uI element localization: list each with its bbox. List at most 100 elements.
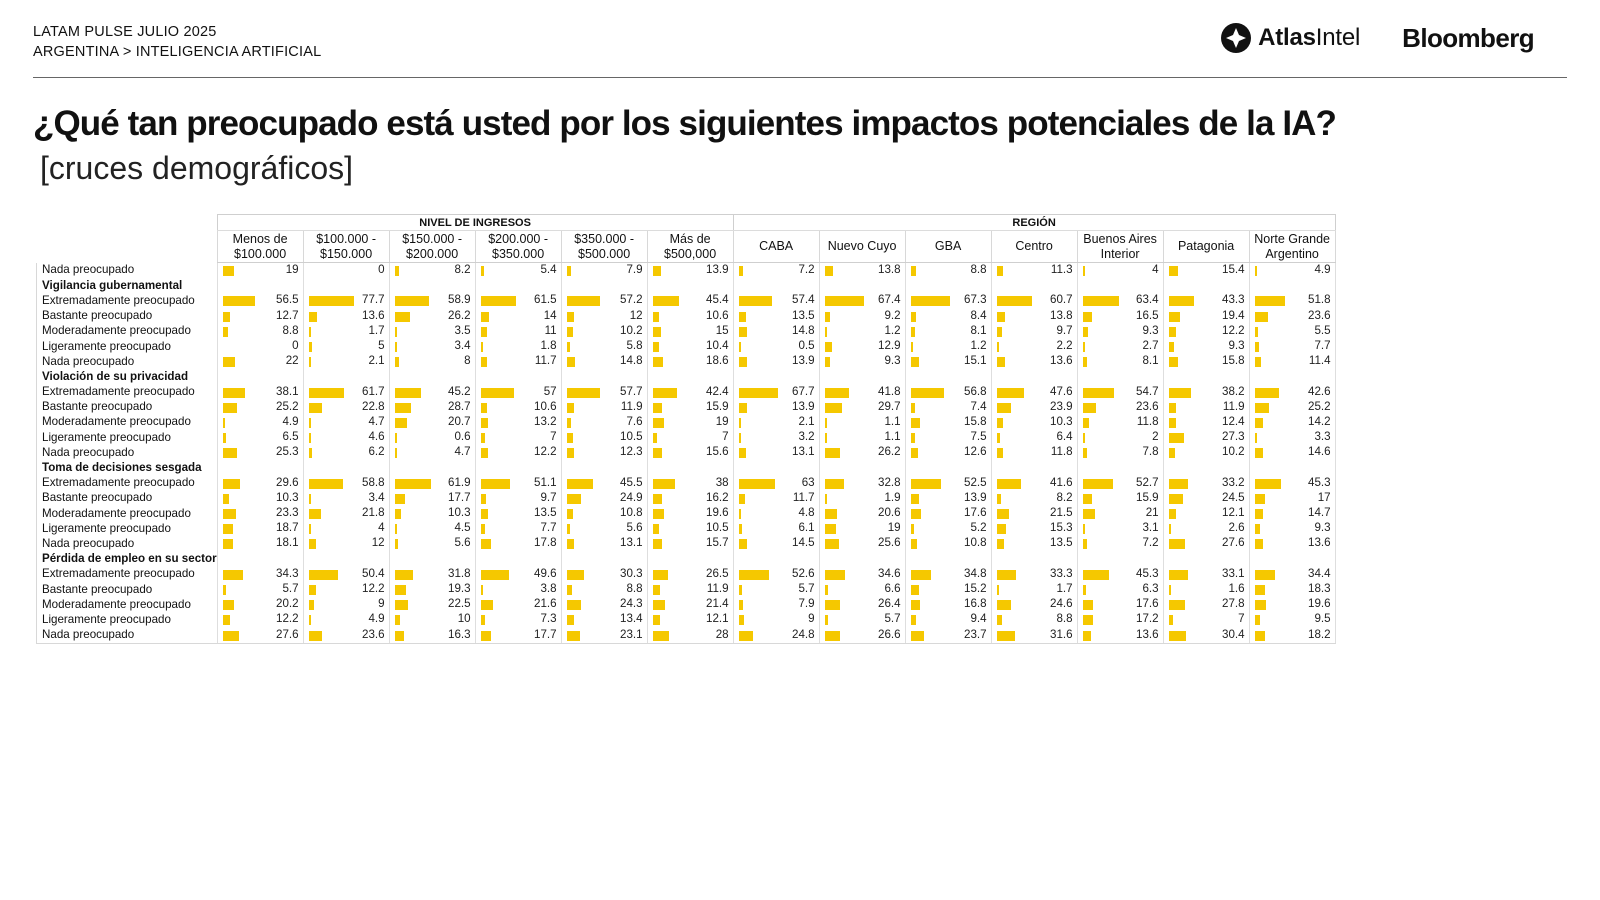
value-bar xyxy=(566,524,570,535)
value-bar xyxy=(910,539,917,550)
value-bar xyxy=(1082,357,1088,368)
data-cell: 2.2 xyxy=(990,338,1078,355)
value-bar xyxy=(824,493,827,504)
value-bar xyxy=(566,600,581,611)
data-cell: 17.6 xyxy=(1076,597,1164,613)
empty-cell xyxy=(1076,460,1164,476)
data-cell: 67.3 xyxy=(904,293,992,309)
value-bar xyxy=(910,600,921,611)
value-bar xyxy=(1254,266,1258,276)
data-cell: 33.1 xyxy=(1162,566,1250,582)
data-cell: 17.6 xyxy=(904,506,992,522)
value-label: 8.2 xyxy=(454,263,471,276)
value-label: 23.6 xyxy=(1308,308,1331,322)
data-cell: 13.9 xyxy=(732,399,820,415)
data-cell: 10.3 xyxy=(990,414,1078,431)
row-label: Bastante preocupado xyxy=(36,399,218,415)
empty-cell xyxy=(904,369,992,385)
value-label: 10.3 xyxy=(1050,414,1073,428)
value-label: 9 xyxy=(808,612,815,626)
value-bar xyxy=(652,311,659,322)
data-cell: 3.5 xyxy=(388,323,476,339)
value-bar xyxy=(1254,296,1285,307)
value-label: 67.7 xyxy=(792,384,815,398)
value-bar xyxy=(738,326,748,337)
data-cell: 8.4 xyxy=(904,308,992,324)
value-bar xyxy=(910,615,917,626)
column-header-line: GBA xyxy=(934,239,962,253)
value-label: 15.9 xyxy=(1136,490,1159,504)
column-header-line: $150.000 xyxy=(320,246,373,261)
value-label: 10.8 xyxy=(620,506,643,519)
value-label: 10.2 xyxy=(620,323,643,337)
value-bar xyxy=(738,600,744,611)
value-label: 26.6 xyxy=(878,627,901,641)
table-row: Moderadamente preocupado 8.8 1.7 3.5 11 10.2 1… xyxy=(36,323,1336,339)
data-cell: 10.2 xyxy=(1162,445,1250,461)
value-bar xyxy=(308,311,317,322)
value-bar xyxy=(394,433,397,444)
data-cell: 13.8 xyxy=(818,262,906,279)
column-header-line: $100.000 xyxy=(234,246,287,261)
data-cell: 21.6 xyxy=(474,597,562,613)
value-label: 22.8 xyxy=(362,399,385,413)
value-bar xyxy=(1254,509,1264,519)
data-cell: 57 xyxy=(474,384,562,400)
value-label: 11 xyxy=(544,323,557,337)
data-cell: 11 xyxy=(474,323,562,339)
value-label: 13.2 xyxy=(534,414,557,428)
row-label: Ligeramente preocupado xyxy=(36,338,218,355)
value-bar xyxy=(308,326,311,337)
empty-cell xyxy=(388,551,476,567)
data-cell: 6.6 xyxy=(818,581,906,598)
value-label: 12.1 xyxy=(1222,506,1245,519)
section-row: Pérdida de empleo en su sector xyxy=(36,551,1336,567)
empty-cell xyxy=(560,369,648,385)
value-bar xyxy=(1082,493,1092,504)
data-cell: 25.2 xyxy=(216,399,304,415)
value-label: 10.5 xyxy=(620,430,643,444)
section-label: Violación de su privacidad xyxy=(36,369,218,385)
value-bar xyxy=(308,630,323,641)
data-cell: 18.3 xyxy=(1248,581,1336,598)
value-label: 9.3 xyxy=(1142,323,1159,337)
value-label: 42.6 xyxy=(1308,384,1331,398)
value-label: 19 xyxy=(285,263,299,276)
empty-cell xyxy=(1248,551,1336,567)
row-label: Nada preocupado xyxy=(36,445,218,461)
value-bar xyxy=(222,266,234,276)
table-row: Moderadamente preocupado 20.2 9 22.5 21.6 24.… xyxy=(36,597,1336,613)
data-cell: 1.9 xyxy=(818,490,906,506)
value-bar xyxy=(222,478,240,489)
value-label: 28.7 xyxy=(448,399,471,413)
empty-cell xyxy=(302,551,390,567)
value-bar xyxy=(480,341,483,352)
value-bar xyxy=(1168,569,1188,580)
value-bar xyxy=(738,569,770,580)
value-label: 9.7 xyxy=(540,490,557,504)
data-cell: 24.3 xyxy=(560,597,648,613)
value-bar xyxy=(996,630,1015,641)
value-bar xyxy=(1168,600,1185,611)
value-bar xyxy=(1168,402,1176,413)
empty-cell xyxy=(388,460,476,476)
data-cell: 0.5 xyxy=(732,338,820,355)
value-bar xyxy=(1082,615,1093,626)
empty-cell xyxy=(818,460,906,476)
data-cell: 19.6 xyxy=(646,506,734,522)
data-cell: 67.7 xyxy=(732,384,820,400)
data-cell: 12.9 xyxy=(818,338,906,355)
data-cell: 15.3 xyxy=(990,521,1078,537)
value-label: 11.7 xyxy=(534,354,557,368)
value-label: 27.3 xyxy=(1222,430,1245,444)
value-label: 5.2 xyxy=(970,521,987,535)
data-cell: 9.2 xyxy=(818,308,906,324)
group-header: NIVEL DE INGRESOS xyxy=(216,214,734,231)
data-cell: 13.1 xyxy=(732,445,820,461)
value-label: 8 xyxy=(464,354,471,368)
value-label: 21 xyxy=(1145,506,1159,519)
empty-cell xyxy=(1162,278,1250,294)
value-label: 4.9 xyxy=(368,612,385,626)
empty-cell xyxy=(990,460,1078,476)
value-bar xyxy=(738,478,776,489)
